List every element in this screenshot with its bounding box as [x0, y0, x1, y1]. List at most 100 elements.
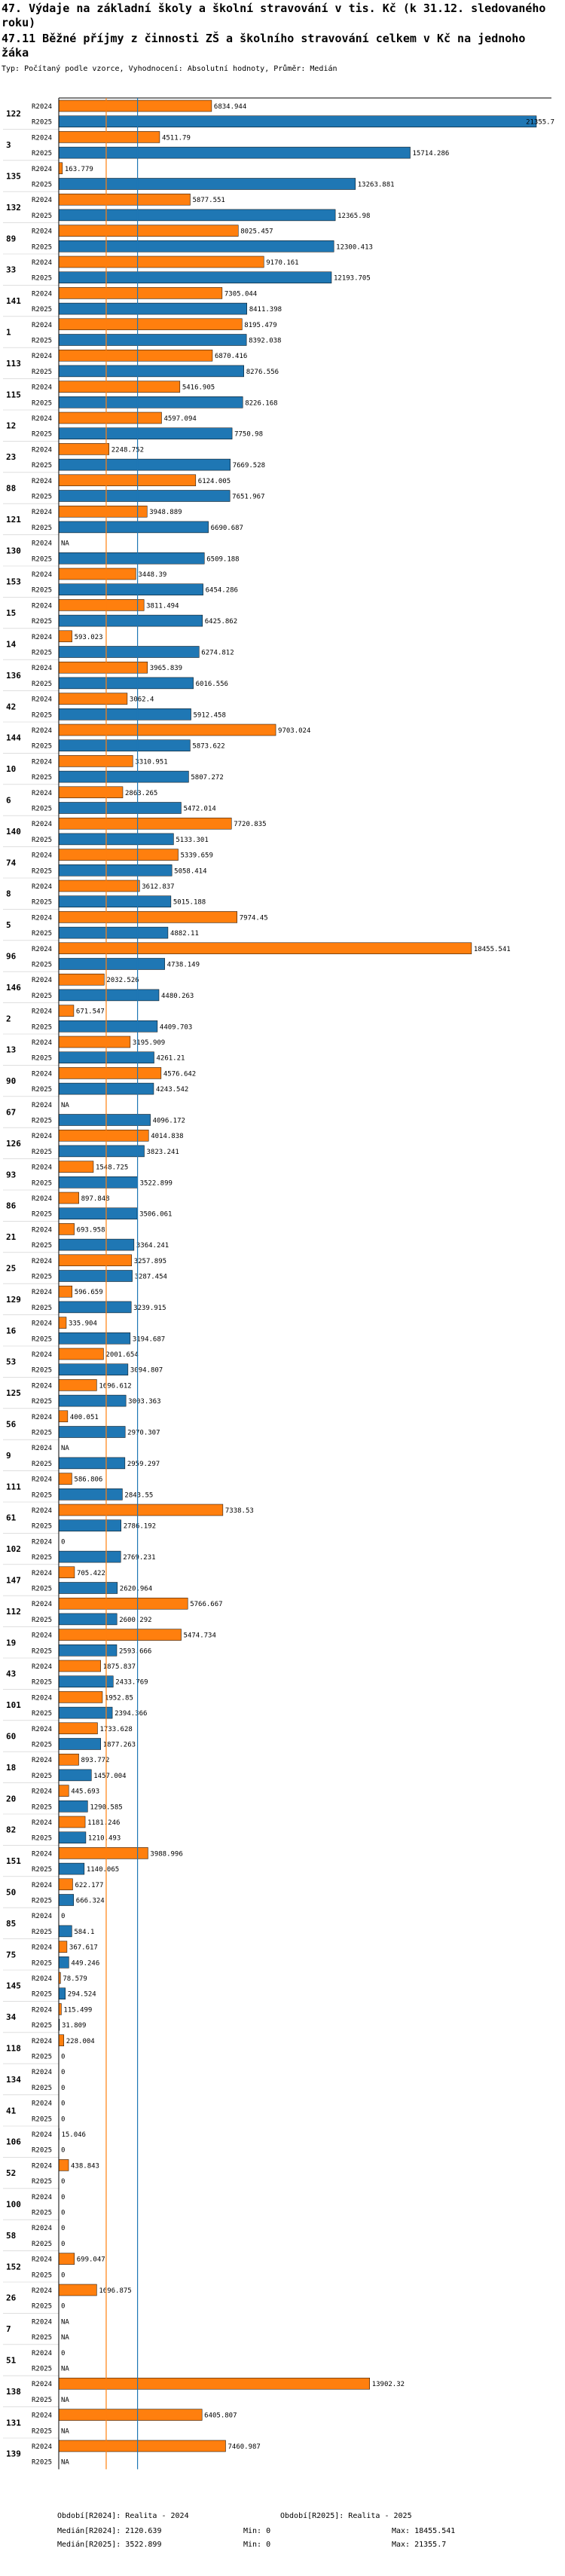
series-label: R2025 [32, 399, 52, 407]
value-label-60-r2025: 1877.263 [103, 1742, 136, 1749]
series-label: R2024 [32, 1788, 52, 1796]
series-label: R2024 [32, 2256, 52, 2264]
series-label: R2024 [32, 1570, 52, 1577]
bar-141-r2024 [58, 287, 223, 299]
value-label-21-r2025: 3364.241 [136, 1242, 169, 1250]
bar-42-r2025 [58, 708, 191, 720]
bar-144-r2025 [58, 739, 191, 751]
series-label: R2025 [32, 867, 52, 875]
group-label-132: 132 [6, 203, 21, 213]
bar-86-r2024 [58, 1192, 79, 1204]
group-label-101: 101 [6, 1700, 21, 1710]
series-label: R2024 [32, 1601, 52, 1608]
group-label-56: 56 [6, 1420, 17, 1430]
series-label: R2024 [32, 665, 52, 672]
bar-50-r2025 [58, 1894, 75, 1906]
group-label-139: 139 [6, 2449, 21, 2459]
group-label-144: 144 [6, 733, 21, 743]
group-label-141: 141 [6, 296, 21, 306]
group-label-151: 151 [6, 1856, 21, 1866]
bar-141-r2025 [58, 302, 247, 315]
series-label: R2024 [32, 1382, 52, 1390]
group-label-60: 60 [6, 1732, 16, 1742]
series-label: R2025 [32, 1461, 52, 1468]
bar-15-r2024 [58, 599, 145, 611]
series-label: R2025 [32, 2397, 52, 2404]
group-label-106: 106 [6, 2137, 21, 2147]
value-label-147-r2024: 705.422 [77, 1570, 105, 1577]
group-label-112: 112 [6, 1607, 21, 1617]
bar-25-r2024 [58, 1254, 132, 1267]
bar-1-r2024 [58, 318, 243, 331]
bar-56-r2025 [58, 1426, 126, 1438]
value-label-90-r2025: 4243.542 [156, 1086, 188, 1094]
value-label-135-r2024: 163.779 [65, 166, 93, 173]
value-label-75-r2024: 367.617 [69, 1944, 98, 1952]
bar-146-r2024 [58, 973, 105, 986]
value-label-101-r2025: 2394.366 [115, 1710, 147, 1718]
series-label: R2025 [32, 1586, 52, 1593]
chart-subtitle: 47.11 Běžné příjmy z činnosti ZŠ a školn… [2, 32, 526, 60]
series-label: R2024 [32, 1694, 52, 1702]
group-label-3: 3 [6, 140, 11, 150]
group-label-82: 82 [6, 1825, 16, 1835]
bar-130-r2025 [58, 552, 205, 564]
value-label-115-r2024: 5416.905 [182, 384, 215, 392]
value-label-136-r2025: 6016.556 [196, 681, 228, 688]
series-label: R2025 [32, 213, 52, 220]
bar-151-r2024 [58, 1847, 148, 1859]
series-label: R2025 [32, 1647, 52, 1655]
value-label-131-r2024: 6405.807 [204, 2412, 237, 2420]
value-label-118-r2025: 0 [61, 2054, 65, 2061]
bar-2-r2025 [58, 1020, 158, 1033]
value-label-25-r2025: 3287.454 [135, 1274, 167, 1281]
bar-14-r2024 [58, 630, 72, 643]
series-label: R2024 [32, 571, 52, 579]
bar-21-r2024 [58, 1223, 75, 1235]
series-label: R2025 [32, 1242, 52, 1250]
group-label-74: 74 [6, 858, 17, 867]
series-label: R2024 [32, 602, 52, 610]
series-label: R2025 [32, 555, 52, 563]
group-label-51: 51 [6, 2356, 17, 2366]
bar-3-r2025 [58, 146, 411, 159]
series-label: R2024 [32, 290, 52, 298]
bar-6-r2024 [58, 786, 124, 799]
value-label-53-r2025: 3094.807 [130, 1367, 163, 1375]
group-label-7: 7 [6, 2324, 11, 2334]
series-label: R2024 [32, 197, 52, 204]
footer-median-2025: Medián[R2025]: 3522.899 [57, 2541, 162, 2549]
series-label: R2024 [32, 353, 52, 360]
value-label-23-r2025: 7669.528 [233, 462, 265, 470]
value-label-6-r2025: 5472.014 [183, 806, 215, 813]
value-label-52-r2024: 438.843 [71, 2162, 99, 2170]
page-title: 47. Výdaje na základní školy a školní st… [2, 2, 546, 29]
group-label-23: 23 [6, 452, 16, 462]
series-label: R2025 [32, 899, 52, 907]
group-label-85: 85 [6, 1919, 16, 1929]
series-label: R2024 [32, 1195, 52, 1203]
group-label-16: 16 [6, 1326, 17, 1335]
series-label: R2024 [32, 2069, 52, 2076]
series-label: R2024 [32, 322, 52, 329]
value-label-129-r2025: 3239.915 [133, 1305, 166, 1312]
value-label-53-r2024: 2001.654 [105, 1351, 138, 1359]
value-label-100-r2025: 0 [61, 2210, 65, 2217]
series-label: R2025 [32, 1835, 52, 1843]
footer-max-2025: Max: 21355.7 [392, 2541, 447, 2549]
bar-3-r2024 [58, 131, 160, 143]
group-label-122: 122 [6, 109, 21, 119]
series-label: R2025 [32, 1617, 52, 1624]
value-label-122-r2024: 6834.944 [214, 103, 246, 111]
value-label-19-r2025: 2593.666 [119, 1647, 151, 1655]
series-label: R2024 [32, 1913, 52, 1920]
value-label-43-r2024: 1875.837 [103, 1663, 136, 1671]
value-label-96-r2025: 4738.149 [167, 962, 200, 969]
bar-61-r2024 [58, 1504, 224, 1516]
value-label-136-r2024: 3965.839 [150, 665, 182, 672]
series-label: R2025 [32, 1866, 52, 1874]
value-label-18-r2024: 893.772 [81, 1757, 110, 1764]
bar-56-r2024 [58, 1410, 69, 1423]
group-label-111: 111 [6, 1482, 21, 1491]
bar-121-r2024 [58, 505, 148, 518]
